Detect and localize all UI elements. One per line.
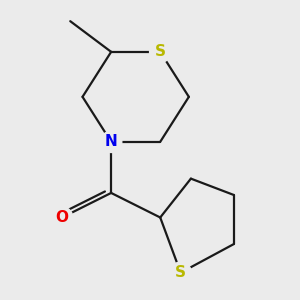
Circle shape xyxy=(100,131,122,152)
Text: O: O xyxy=(56,210,69,225)
Text: S: S xyxy=(175,265,186,280)
Text: S: S xyxy=(155,44,166,59)
Circle shape xyxy=(170,262,191,283)
Text: N: N xyxy=(105,134,118,149)
Circle shape xyxy=(51,207,73,228)
Circle shape xyxy=(150,41,171,62)
